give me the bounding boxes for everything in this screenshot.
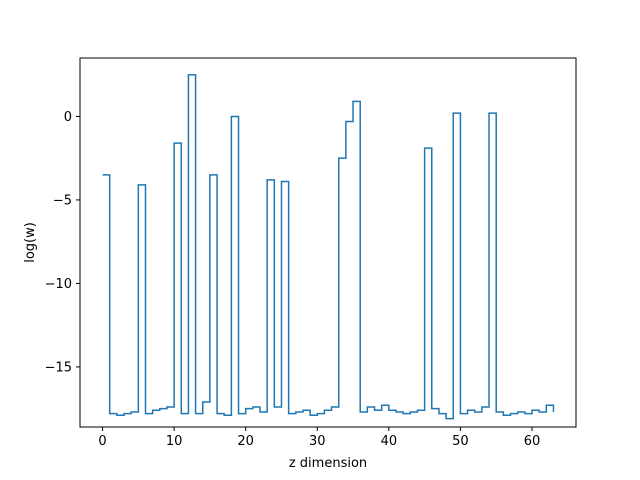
- x-tick-label: 40: [381, 434, 398, 449]
- series-layer: [102, 73, 555, 420]
- x-tick-label: 50: [452, 434, 469, 449]
- y-tick-label: −5: [53, 193, 72, 208]
- plot-area: [80, 58, 576, 427]
- y-tick-label: −15: [45, 360, 72, 375]
- x-tick-label: 0: [98, 434, 106, 449]
- x-tick-label: 10: [166, 434, 183, 449]
- y-tick-label: 0: [64, 110, 72, 125]
- y-axis-label: log(w): [23, 222, 38, 263]
- y-axis-ticks: 0 −5 −10 −15: [45, 110, 80, 375]
- x-tick-label: 60: [524, 434, 541, 449]
- x-tick-label: 20: [237, 434, 254, 449]
- series-line-0: [102, 73, 555, 420]
- x-axis-ticks: 0 10 20 30 40 50 60: [98, 427, 540, 449]
- plot-frame: [79, 57, 577, 428]
- x-axis-label: z dimension: [289, 456, 367, 471]
- x-tick-label: 30: [309, 434, 326, 449]
- y-tick-label: −10: [45, 277, 72, 292]
